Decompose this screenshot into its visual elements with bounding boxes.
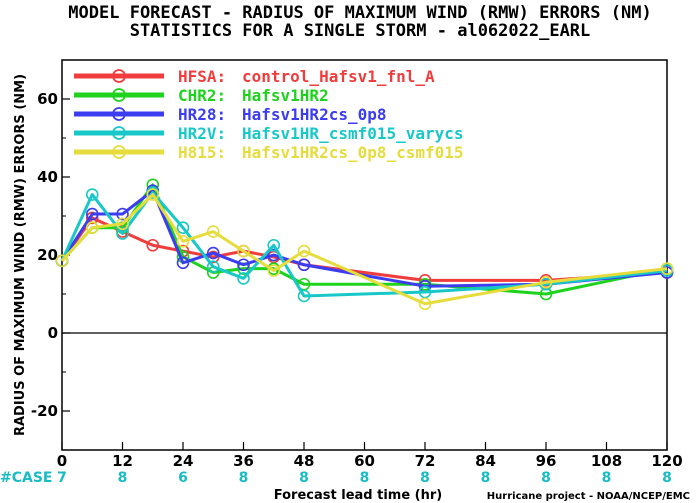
case-count: 8 — [118, 470, 128, 486]
series-h815 — [55, 188, 674, 311]
x-tick-label: 36 — [233, 452, 254, 470]
case-count: 8 — [602, 470, 612, 486]
data-point — [297, 258, 311, 272]
x-tick-label: 84 — [475, 452, 496, 470]
y-tick-label: 20 — [37, 246, 58, 264]
title-line1: MODEL FORECAST - RADIUS OF MAXIMUM WIND … — [68, 3, 651, 23]
y-tick-label: -20 — [31, 402, 58, 420]
legend-item-h815: H815: Hafsv1HR2cs_0p8_csmf015 — [74, 143, 464, 162]
case-count: 6 — [178, 470, 188, 486]
x-tick-label: 96 — [536, 452, 557, 470]
y-tick-label: 60 — [37, 90, 58, 108]
legend-swatch-marker — [112, 69, 126, 83]
case-count: 8 — [420, 470, 430, 486]
data-point — [297, 244, 311, 258]
legend-item-hr2v: HR2V: Hafsv1HR_csmf015_varycs — [74, 124, 464, 143]
data-point — [146, 188, 160, 201]
data-point — [116, 217, 129, 231]
y-tick-label: 40 — [37, 168, 58, 186]
data-point — [206, 250, 220, 264]
case-count: 8 — [662, 470, 672, 486]
data-point — [660, 262, 674, 275]
x-tick-label: 0 — [57, 452, 67, 470]
case-count: 7 — [57, 470, 67, 486]
data-point — [206, 225, 220, 238]
legend-item-chr2: CHR2: Hafsv1HR2 — [74, 86, 329, 105]
x-tick-label: 60 — [354, 452, 375, 470]
data-point — [55, 254, 69, 268]
legend-swatch-marker — [112, 145, 126, 159]
x-tick-label: 108 — [591, 452, 622, 470]
case-count-row: 7 8 6 8 8 8 8 8 8 8 8 — [57, 470, 672, 486]
axis-ticks: 0 12 24 36 48 60 72 84 96 108 120 -20 0 20 40 60 — [31, 90, 683, 470]
data-point — [267, 264, 281, 277]
x-tick-label: 120 — [651, 452, 682, 470]
data-point — [206, 246, 220, 260]
data-point — [176, 235, 190, 248]
credit-text: Hurricane project - NOAA/NCEP/EMC — [487, 491, 690, 502]
data-point — [176, 221, 190, 234]
series-layer — [55, 178, 674, 311]
legend-series-name: Hafsv1HR_csmf015_varycs — [242, 124, 464, 143]
data-point — [267, 238, 281, 252]
data-point — [237, 244, 250, 258]
data-point — [116, 207, 129, 221]
legend-key: HR2V: — [178, 124, 226, 143]
series-hr28 — [55, 184, 674, 293]
data-point — [85, 188, 99, 201]
data-point — [85, 221, 99, 234]
data-point — [539, 275, 553, 289]
x-tick-label: 48 — [294, 452, 315, 470]
legend-key: HR28: — [178, 105, 226, 124]
data-point — [116, 227, 129, 240]
x-tick-label: 72 — [415, 452, 436, 470]
case-label: #CASE — [0, 470, 53, 486]
data-point — [237, 272, 250, 285]
legend-series-name: Hafsv1HR2cs_0p8_csmf015 — [242, 143, 464, 162]
data-point — [85, 207, 99, 221]
data-point — [297, 289, 311, 303]
case-count: 8 — [360, 470, 370, 486]
legend-series-name: Hafsv1HR2 — [242, 86, 329, 105]
data-point — [418, 297, 432, 311]
series-line — [60, 216, 668, 282]
legend-swatch-marker — [112, 126, 126, 140]
case-count: 8 — [299, 470, 309, 486]
legend-key: HFSA: — [178, 67, 226, 86]
x-tick-label: 12 — [112, 452, 133, 470]
case-count: 8 — [239, 470, 249, 486]
legend-item-hr28: HR28: Hafsv1HR2cs_0p8 — [74, 105, 387, 124]
data-point — [176, 256, 190, 270]
case-count: 8 — [481, 470, 491, 486]
data-point — [206, 260, 220, 274]
legend-series-name: control_Hafsv1_fnl_A — [242, 67, 435, 86]
title-line2: STATISTICS FOR A SINGLE STORM - al062022… — [130, 21, 591, 41]
x-axis-label: Forecast lead time (hr) — [274, 488, 442, 503]
legend-item-hfsa: HFSA: control_Hafsv1_fnl_A — [74, 67, 435, 86]
legend-key: H815: — [178, 143, 226, 162]
legend-swatch-marker — [112, 88, 126, 102]
y-tick-label: 0 — [48, 324, 58, 342]
legend-series-name: Hafsv1HR2cs_0p8 — [242, 105, 387, 124]
x-tick-label: 24 — [173, 452, 194, 470]
data-point — [237, 258, 250, 272]
legend-key: CHR2: — [178, 86, 226, 105]
case-count: 8 — [541, 470, 551, 486]
legend-swatch-marker — [112, 107, 126, 121]
y-axis-label: RADIUS OF MAXIMUM WIND (RMW) ERRORS (NM) — [13, 74, 28, 436]
data-point — [85, 211, 99, 225]
data-point — [146, 238, 160, 252]
